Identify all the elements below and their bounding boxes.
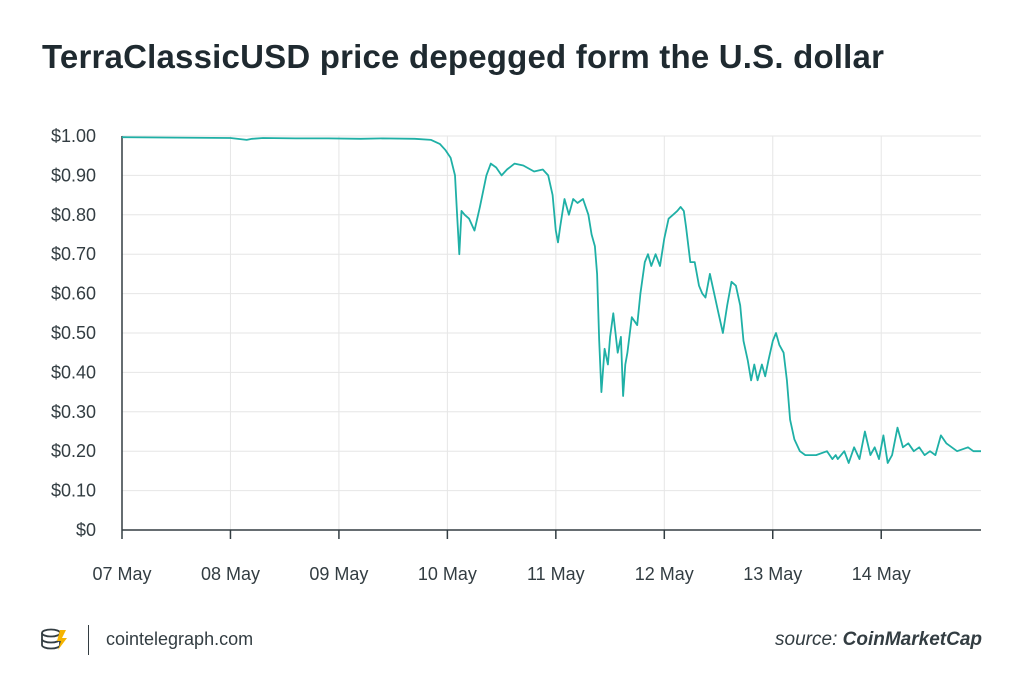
x-axis: 07 May 08 May 09 May 10 May 11 May 12 May 13 M…: [92, 529, 981, 584]
footer-separator: [88, 625, 89, 655]
cointelegraph-logo-icon: [41, 628, 67, 650]
x-tick-label: 13 May: [743, 564, 802, 584]
y-tick-label: $0: [76, 520, 96, 540]
x-tick-label: 12 May: [635, 564, 694, 584]
price-series-line: [121, 136, 981, 464]
y-tick-label: $0.20: [51, 441, 96, 461]
footer-source-name: CoinMarketCap: [842, 629, 982, 650]
x-tick-label: 11 May: [527, 564, 585, 584]
x-tick-label: 10 May: [418, 564, 477, 584]
y-tick-label: $0.30: [51, 402, 96, 422]
grid-lines: [122, 135, 981, 530]
y-tick-label: $0.40: [51, 362, 96, 382]
y-tick-label: $0.50: [51, 323, 96, 343]
chart-title: TerraClassicUSD price depegged form the …: [42, 38, 885, 75]
footer-source-prefix: source:: [775, 629, 843, 650]
y-axis: $0 $0.10 $0.20 $0.30 $0.40 $0.50 $0.60 $0.70 $0.…: [51, 126, 123, 540]
y-tick-label: $0.60: [51, 284, 96, 304]
y-tick-label: $0.10: [51, 481, 96, 501]
y-tick-label: $0.70: [51, 244, 96, 264]
y-tick-label: $0.80: [51, 205, 96, 225]
footer-site-link[interactable]: cointelegraph.com: [106, 629, 254, 649]
x-tick-label: 08 May: [201, 564, 260, 584]
series-lines: [121, 136, 981, 464]
x-tick-label: 07 May: [92, 564, 151, 584]
x-tick-label: 14 May: [852, 564, 911, 584]
x-tick-label: 09 May: [309, 564, 368, 584]
footer-source: source: CoinMarketCap: [775, 629, 982, 651]
y-tick-label: $0.90: [51, 165, 96, 185]
y-tick-label: $1.00: [51, 126, 96, 146]
